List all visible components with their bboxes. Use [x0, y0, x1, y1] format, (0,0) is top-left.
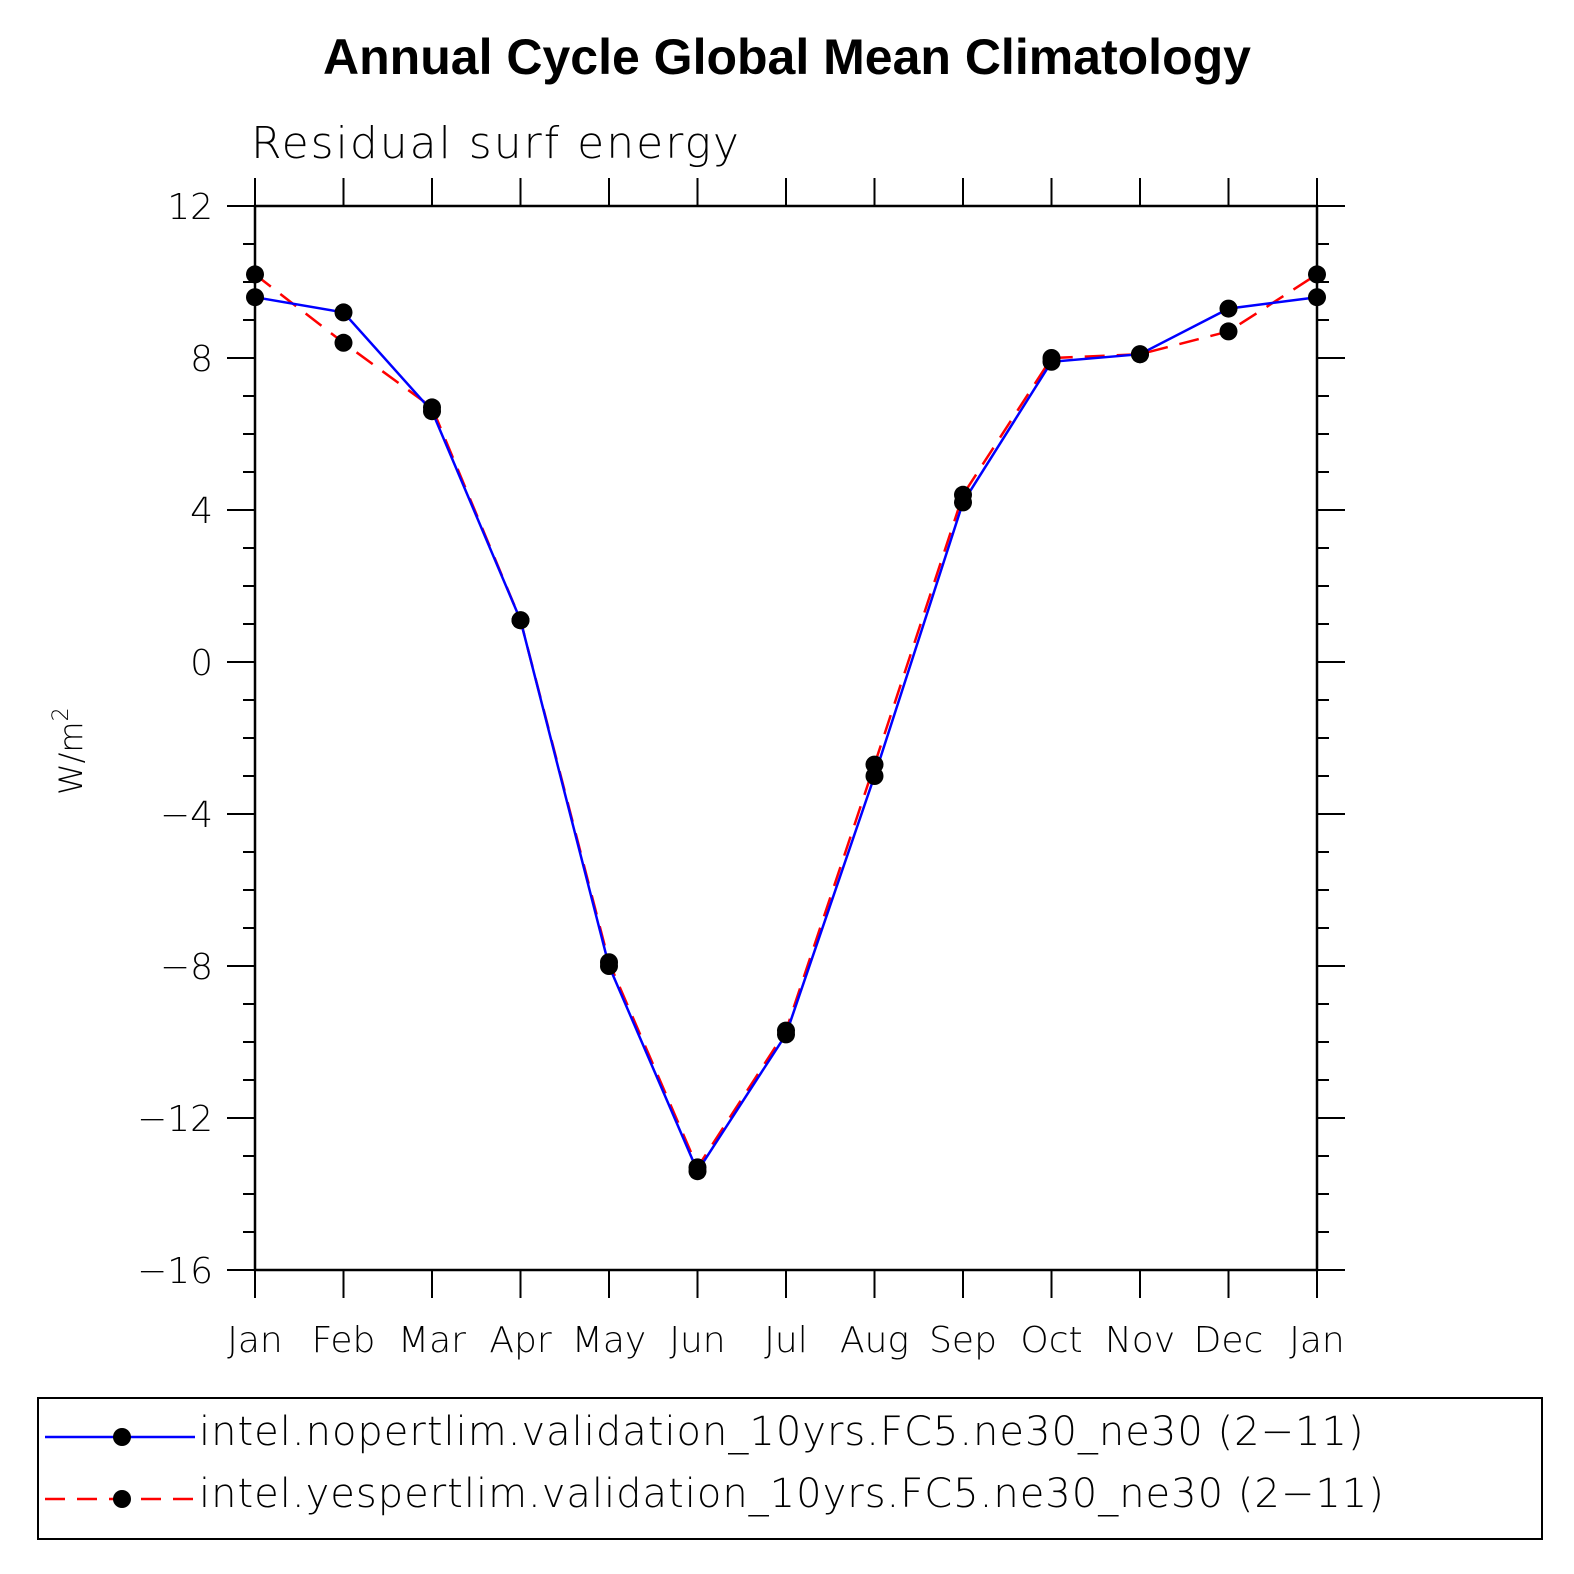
data-point-series-0 — [1219, 299, 1238, 318]
x-tick-label: Oct — [1020, 1320, 1082, 1361]
data-point-series-0 — [600, 957, 618, 975]
x-tick-labels: Jan Feb Mar Apr May Jun Jul Aug Sep Oct Nov Dec Jan — [227, 1320, 1345, 1361]
chart-subtitle: Residual surf energy — [251, 118, 741, 169]
legend-label-nopertlim: intel.nopertlim.validation_10yrs.FC5.ne3… — [199, 1409, 1365, 1455]
y-tick-label: 0 — [190, 643, 213, 684]
x-tick-label: Dec — [1194, 1320, 1264, 1361]
y-tick-label: 4 — [190, 491, 213, 532]
x-tick-label: Jun — [669, 1320, 725, 1361]
legend-entry-nopertlim: intel.nopertlim.validation_10yrs.FC5.ne3… — [39, 1405, 1541, 1465]
data-point-series-0 — [1042, 352, 1061, 371]
data-point-series-0 — [777, 1025, 795, 1044]
x-tick-label: Aug — [840, 1320, 909, 1361]
y-tick-label: 8 — [190, 339, 213, 380]
chart-title: Annual Cycle Global Mean Climatology — [323, 29, 1251, 85]
y-axis-label: W/m2 — [49, 707, 90, 795]
data-point-series-0 — [334, 303, 353, 322]
data-point-series-1 — [1308, 265, 1326, 284]
data-point-series-0 — [688, 1162, 707, 1181]
legend-entry-yespertlim: intel.yespertlim.validation_10yrs.FC5.ne… — [39, 1467, 1541, 1527]
y-axis-label-text: W/m — [52, 721, 90, 795]
x-tick-label: Feb — [312, 1320, 376, 1361]
x-tick-label: Mar — [398, 1320, 466, 1361]
y-tick-label: 12 — [167, 187, 213, 228]
y-tick-label: −8 — [160, 947, 213, 988]
x-tick-label: Jan — [1289, 1320, 1345, 1361]
data-point-series-0 — [1308, 288, 1326, 307]
x-tick-label: Apr — [489, 1320, 551, 1361]
y-axis-label-superscript: 2 — [49, 707, 74, 721]
data-point-series-0 — [423, 402, 441, 421]
line-chart: Jan Feb Mar Apr May Jun Jul Aug Sep Oct Nov Dec Jan … — [49, 178, 1345, 1361]
data-point-series-0 — [511, 611, 530, 630]
x-tick-label: Jul — [764, 1320, 807, 1361]
data-point-series-1 — [334, 333, 353, 352]
axes — [227, 178, 1345, 1298]
y-tick-label: −12 — [137, 1099, 213, 1140]
legend-swatch-nopertlim — [45, 1428, 195, 1446]
data-point-series-1 — [246, 265, 264, 284]
y-tick-label: −16 — [137, 1251, 213, 1292]
legend-swatch-yespertlim — [45, 1490, 195, 1508]
x-tick-label: May — [572, 1320, 646, 1361]
data-point-series-1 — [1219, 322, 1238, 341]
data-point-series-0 — [1131, 345, 1149, 364]
plot-frame — [253, 204, 1319, 1272]
data-point-series-0 — [954, 493, 972, 512]
x-tick-label: Nov — [1105, 1320, 1175, 1361]
data-point-series-0 — [246, 288, 264, 307]
x-tick-label: Sep — [929, 1320, 997, 1361]
legend-marker-nopertlim — [113, 1428, 131, 1446]
series-layer — [246, 265, 1326, 1181]
legend-label-yespertlim: intel.yespertlim.validation_10yrs.FC5.ne… — [199, 1471, 1385, 1517]
data-point-series-0 — [865, 767, 884, 785]
legend: intel.nopertlim.validation_10yrs.FC5.ne3… — [37, 1397, 1543, 1540]
y-tick-label: −4 — [160, 795, 213, 836]
legend-marker-yespertlim — [113, 1490, 131, 1508]
x-tick-label: Jan — [227, 1320, 283, 1361]
y-tick-labels: 12 8 4 0 −4 −8 −12 −16 — [137, 187, 213, 1292]
